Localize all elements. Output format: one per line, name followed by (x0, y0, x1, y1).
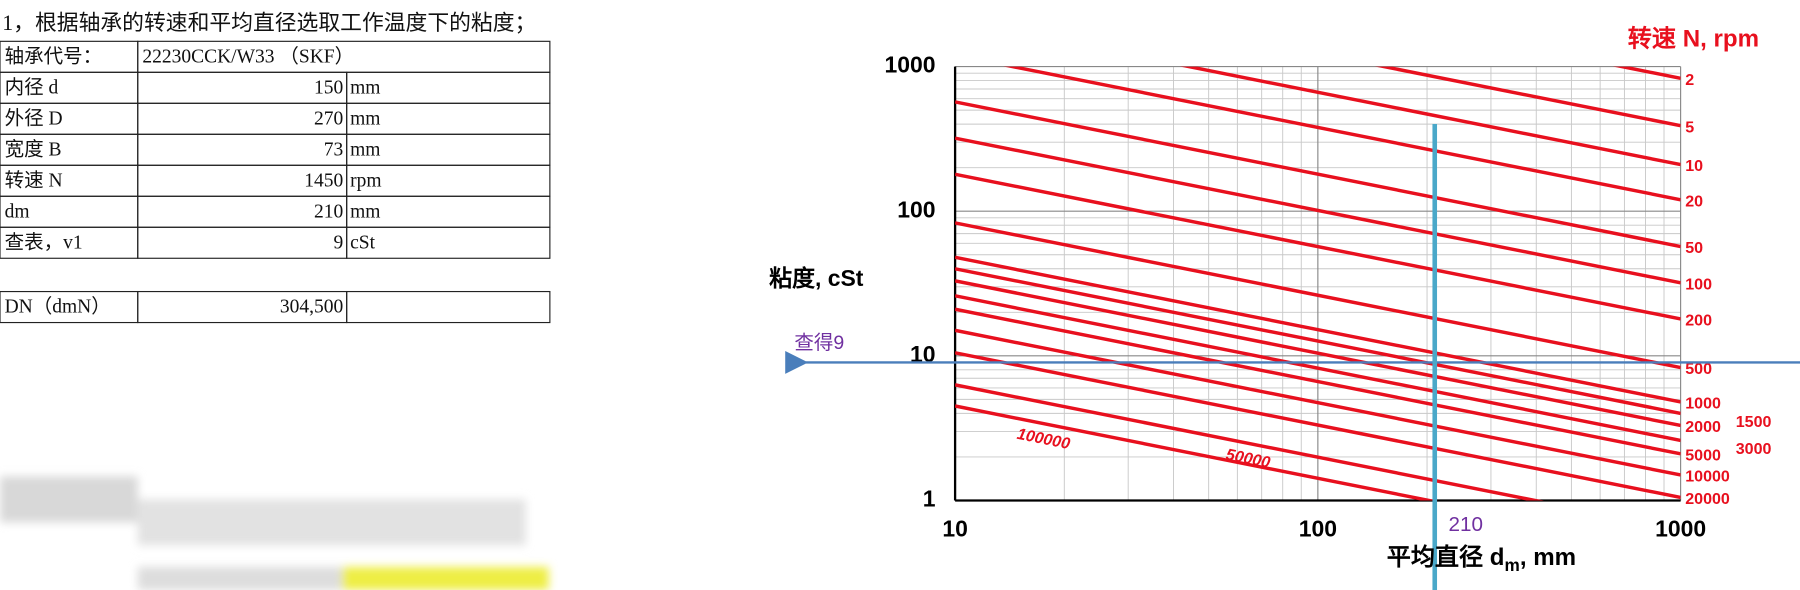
y-tick-label: 1 (923, 486, 936, 512)
cell-text: 宽度 B (5, 138, 62, 160)
blurred-region (0, 476, 549, 590)
cell-text: mm (350, 139, 380, 160)
cell-text: 外径 D (5, 107, 63, 129)
cell-text: 270 (314, 108, 343, 129)
legend-label: 10000 (1685, 468, 1730, 486)
speed-line (955, 383, 1544, 501)
legend-label: 20 (1685, 192, 1703, 210)
speed-line (955, 221, 1681, 370)
speed-line (955, 267, 1681, 416)
lines (955, 66, 1681, 501)
reading-label: 查得9 (794, 332, 844, 354)
x-axis-title-part: m (1505, 554, 1520, 574)
dm-marker-label: 210 (1449, 513, 1483, 536)
legend-label: 500 (1685, 360, 1712, 378)
cell-text: 内径 d (5, 76, 59, 98)
cell-text: 查表，v1 (5, 231, 83, 253)
speed-title: 转速 N, rpm (1628, 25, 1759, 53)
y-tick-label: 100 (897, 196, 935, 222)
speed-line (955, 279, 1681, 428)
cell-text: 22230CCK/W33 （SKF） (142, 45, 354, 67)
speed-line (1375, 66, 1681, 128)
cell-text: 304,500 (280, 297, 343, 318)
cell-text: 150 (314, 77, 343, 98)
cell-text: mm (350, 77, 380, 98)
speed-line (955, 294, 1681, 443)
legend-label: 1000 (1685, 394, 1721, 412)
speed-line (955, 351, 1681, 500)
speed-line (955, 255, 1681, 404)
cell-text: 轴承代号： (5, 45, 103, 67)
cell-text: 转速 N (5, 169, 63, 191)
table-cell (346, 226, 551, 259)
x-axis-title: 平均直径 dm, mm (1387, 543, 1576, 574)
speed-line (955, 136, 1681, 285)
speed-line (955, 328, 1681, 477)
x-axis-title-part: , mm (1520, 544, 1576, 571)
legend-label: 5 (1685, 118, 1694, 136)
table-cell (346, 290, 551, 324)
cell-text: mm (350, 201, 380, 222)
cell-text: 210 (314, 201, 343, 222)
sheet-title: 1，根据轴承的转速和平均直径选取工作温度下的粘度； (2, 11, 536, 35)
cell-text: dm (5, 201, 30, 222)
cell-text: mm (350, 108, 380, 129)
legend-label: 50 (1685, 239, 1703, 257)
legend-label: 2000 (1685, 418, 1721, 436)
speed-line (955, 100, 1681, 249)
cell-text: cSt (350, 232, 376, 253)
x-tick-label: 100 (1299, 515, 1337, 541)
legend-label: 3000 (1736, 440, 1772, 458)
cell-text: 9 (333, 232, 343, 253)
speed-line (955, 307, 1681, 456)
x-axis-title-part: 平均直径 d (1387, 543, 1505, 571)
legend-label: 200 (1685, 311, 1712, 329)
x-tick-label: 10 (942, 515, 968, 541)
legend-label: 2 (1685, 71, 1694, 89)
speed-line (955, 404, 1438, 501)
y-tick-label: 1000 (885, 52, 936, 78)
table: 轴承代号： 22230CCK/W33 （SKF） 内径 d 150 mm 外径 D 270 m… (0, 40, 551, 324)
legend-label: 20000 (1685, 490, 1730, 508)
cell-text: 1450 (304, 170, 343, 191)
legend-label: 5000 (1685, 446, 1721, 464)
speed-line (1180, 66, 1681, 167)
x-tick-label: 1000 (1655, 515, 1706, 541)
cell-text: DN（dmN） (5, 296, 111, 318)
cell-text: 73 (324, 139, 344, 160)
cell-text: rpm (350, 170, 381, 191)
legend-label: 100 (1685, 275, 1712, 293)
speed-line (1003, 66, 1681, 202)
chart: 10 100 10001101001000251020501002005001000… (769, 25, 1800, 590)
y-axis-title: 粘度, cSt (769, 265, 864, 291)
legend-label: 1500 (1736, 413, 1772, 431)
legend-label: 10 (1685, 157, 1703, 175)
speed-line (955, 172, 1681, 321)
